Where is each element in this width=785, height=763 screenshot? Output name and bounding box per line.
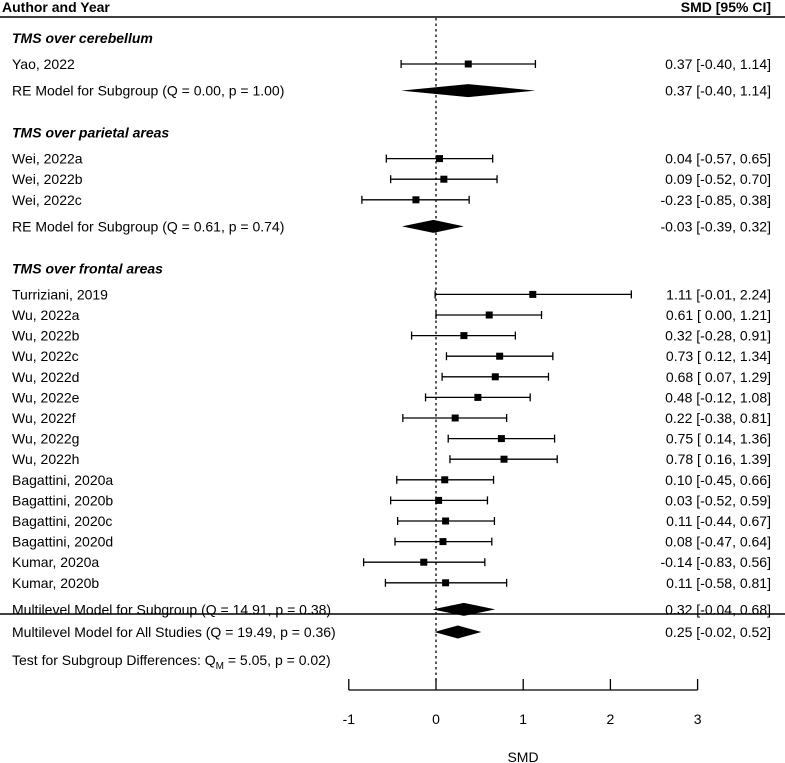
point-estimate <box>474 393 482 401</box>
point-estimate <box>460 332 468 340</box>
ci-value: 0.22 [-0.38, 0.81] <box>665 410 771 426</box>
point-estimate <box>442 517 450 525</box>
ci-value: 0.04 [-0.57, 0.65] <box>665 151 771 167</box>
study-label: Wu, 2022c <box>12 348 79 364</box>
ci-value: 0.08 [-0.47, 0.64] <box>665 534 771 550</box>
point-estimate <box>440 175 448 183</box>
subgroup-summary-diamond <box>432 602 496 616</box>
ci-value: -0.23 [-0.85, 0.38] <box>660 192 771 208</box>
study-label: Bagattini, 2020b <box>12 492 113 508</box>
ci-value: 0.37 [-0.40, 1.14] <box>665 56 771 72</box>
subgroup-summary-label: Multilevel Model for Subgroup (Q = 14.91… <box>12 601 331 617</box>
point-estimate <box>497 435 505 443</box>
point-estimate <box>485 311 493 319</box>
ci-value: 0.32 [-0.28, 0.91] <box>665 328 771 344</box>
point-estimate <box>491 373 499 381</box>
subgroup-title: TMS over cerebellum <box>12 30 153 46</box>
point-estimate <box>439 538 447 546</box>
study-label: Turriziani, 2019 <box>12 286 108 302</box>
point-estimate <box>451 414 459 422</box>
study-label: Wu, 2022e <box>12 389 80 405</box>
study-label: Kumar, 2020b <box>12 575 99 591</box>
study-label: Wu, 2022a <box>12 307 80 323</box>
point-estimate <box>529 290 537 298</box>
ci-value: 0.10 [-0.45, 0.66] <box>665 472 771 488</box>
ci-value: 0.11 [-0.58, 0.81] <box>666 575 771 591</box>
point-estimate <box>435 496 443 504</box>
forest-rows: TMS over cerebellum Yao, 2022 0.37 [-0.40,… <box>12 18 771 682</box>
x-tick-label: 0 <box>432 711 440 727</box>
subgroup-summary-diamond <box>401 219 464 233</box>
ci-value: -0.14 [-0.83, 0.56] <box>660 554 771 570</box>
study-label: Wu, 2022g <box>12 431 79 447</box>
study-label: Wei, 2022b <box>12 171 83 187</box>
subgroup-summary-diamond <box>401 84 536 98</box>
study-label: Wei, 2022a <box>12 151 83 167</box>
subgroup-title: TMS over parietal areas <box>12 125 169 141</box>
point-estimate <box>442 579 450 587</box>
subgroup-summary-ci-value: 0.37 [-0.40, 1.14] <box>665 83 771 99</box>
study-label: Wei, 2022c <box>12 192 82 208</box>
point-estimate <box>500 455 508 463</box>
study-label: Yao, 2022 <box>12 56 75 72</box>
overall-summary-diamond <box>434 625 482 639</box>
overall-summary-label: Multilevel Model for All Studies (Q = 19… <box>12 624 336 640</box>
point-estimate <box>435 155 443 163</box>
point-estimate <box>441 476 449 484</box>
subgroup-test-label: Test for Subgroup Differences: QM = 5.05… <box>12 652 331 672</box>
subgroup-summary-ci-value: 0.32 [-0.04, 0.68] <box>665 601 771 617</box>
ci-value: 0.68 [ 0.07, 1.29] <box>666 369 771 385</box>
x-axis: -1 0 1 2 3 <box>343 679 702 727</box>
point-estimate <box>412 196 420 204</box>
point-estimate <box>496 352 504 360</box>
ci-value: 0.11 [-0.44, 0.67] <box>666 513 771 529</box>
smd-ci-header: SMD [95% CI] <box>681 0 771 15</box>
x-tick-label: 3 <box>694 711 702 727</box>
overall-summary-ci-value: 0.25 [-0.02, 0.52] <box>665 624 771 640</box>
ci-value: 0.03 [-0.52, 0.59] <box>665 492 771 508</box>
subgroup-title: TMS over frontal areas <box>12 260 163 276</box>
subgroup-summary-label: RE Model for Subgroup (Q = 0.00, p = 1.0… <box>12 83 284 99</box>
subgroup-summary-ci-value: -0.03 [-0.39, 0.32] <box>660 218 771 234</box>
study-label: Wu, 2022b <box>12 328 80 344</box>
study-label: Kumar, 2020a <box>12 554 99 570</box>
x-tick-label: -1 <box>343 711 356 727</box>
ci-value: 1.11 [-0.01, 2.24] <box>666 286 771 302</box>
ci-value: 0.09 [-0.52, 0.70] <box>665 171 771 187</box>
subgroup-summary-label: RE Model for Subgroup (Q = 0.61, p = 0.7… <box>12 218 284 234</box>
ci-value: 0.61 [ 0.00, 1.21] <box>666 307 771 323</box>
author-year-header: Author and Year <box>2 0 110 15</box>
point-estimate <box>464 60 472 68</box>
x-tick-label: 2 <box>607 711 615 727</box>
study-label: Wu, 2022d <box>12 369 79 385</box>
point-estimate <box>420 558 428 566</box>
study-label: Bagattini, 2020d <box>12 534 113 550</box>
study-label: Bagattini, 2020c <box>12 513 112 529</box>
study-label: Wu, 2022h <box>12 451 79 467</box>
study-label: Bagattini, 2020a <box>12 472 113 488</box>
study-label: Wu, 2022f <box>12 410 76 426</box>
ci-value: 0.48 [-0.12, 1.08] <box>665 389 771 405</box>
ci-value: 0.78 [ 0.16, 1.39] <box>666 451 771 467</box>
ci-value: 0.75 [ 0.14, 1.36] <box>666 431 771 447</box>
x-tick-label: 1 <box>519 711 527 727</box>
x-axis-title: SMD <box>507 749 538 763</box>
ci-value: 0.73 [ 0.12, 1.34] <box>666 348 771 364</box>
